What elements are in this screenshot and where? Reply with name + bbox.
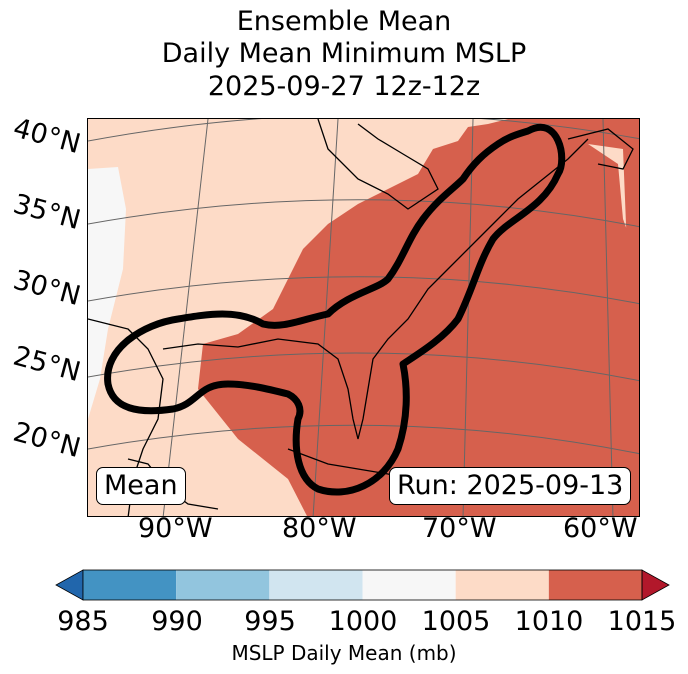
colorbar-tick-995: 995	[244, 606, 296, 637]
colorbar-segment	[548, 570, 642, 600]
lon-label-70w: 70°W	[422, 513, 497, 544]
coastline-east	[162, 138, 589, 440]
graticule	[88, 119, 639, 516]
lon-label-80w: 80°W	[282, 513, 357, 544]
graticule-lon-60	[602, 119, 614, 516]
colorbar-segments	[55, 569, 670, 601]
colorbar-tick-985: 985	[57, 606, 109, 637]
coastlines	[88, 119, 634, 516]
map-panel	[87, 118, 640, 517]
coastline-maritimes	[567, 128, 634, 170]
colorbar	[55, 569, 670, 601]
high-pressure-region	[198, 119, 639, 516]
neutral-pressure-patch	[88, 167, 126, 419]
colorbar-tick-1005: 1005	[421, 606, 491, 637]
colorbar-segment	[362, 570, 456, 600]
title-line-1: Ensemble Mean	[236, 6, 452, 37]
lat-label-30: 30°N	[9, 264, 84, 313]
colorbar-tick-1000: 1000	[328, 606, 398, 637]
mean-label-box: Mean	[96, 467, 186, 505]
colorbar-tick-1010: 1010	[514, 606, 584, 637]
graticule-lon-80	[312, 119, 339, 516]
colorbar-segment	[455, 570, 549, 600]
lat-label-20: 20°N	[9, 416, 84, 465]
title-line-2: Daily Mean Minimum MSLP	[161, 38, 527, 69]
lat-label-35: 35°N	[9, 188, 84, 237]
graticule-lat-30	[88, 276, 639, 305]
colorbar-segment	[176, 570, 270, 600]
graticule-lat-40	[88, 119, 639, 142]
colorbar-extension-low	[55, 569, 84, 601]
colorbar-border	[82, 569, 643, 601]
graticule-lon-70	[462, 119, 474, 516]
colorbar-extension-high	[641, 569, 670, 601]
title-line-3: 2025-09-27 12z-12z	[207, 71, 481, 102]
coastline-great-lakes	[317, 119, 439, 210]
graticule-lat-20	[88, 424, 639, 455]
colorbar-tick-1015: 1015	[607, 606, 677, 637]
mslp-contour-line	[104, 124, 566, 496]
colorbar-label: MSLP Daily Mean (mb)	[231, 641, 457, 665]
lat-label-25: 25°N	[9, 340, 84, 389]
colorbar-tick-990: 990	[151, 606, 203, 637]
graticule-lat-35	[88, 199, 639, 228]
colorbar-segment	[83, 570, 177, 600]
colorbar-segment	[269, 570, 363, 600]
lon-label-90w: 90°W	[138, 513, 213, 544]
graticule-lat-25	[88, 352, 639, 382]
run-date-box: Run: 2025-09-13	[389, 467, 632, 505]
map-svg	[88, 119, 639, 516]
lat-label-40: 40°N	[9, 112, 84, 161]
lon-label-60w: 60°W	[563, 513, 638, 544]
